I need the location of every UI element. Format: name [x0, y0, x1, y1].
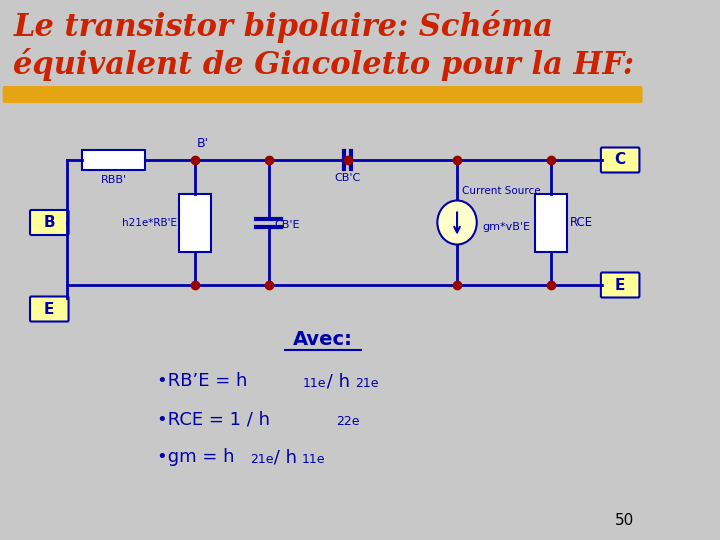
FancyBboxPatch shape: [601, 147, 639, 172]
Text: B: B: [43, 215, 55, 230]
Text: équivalent de Giacoletto pour la HF:: équivalent de Giacoletto pour la HF:: [14, 48, 634, 81]
Bar: [179, 193, 212, 252]
Text: 22e: 22e: [336, 415, 359, 428]
Bar: [535, 193, 567, 252]
Text: 50: 50: [616, 513, 634, 528]
Text: RBB': RBB': [101, 175, 127, 185]
Text: B': B': [197, 137, 210, 150]
Text: Avec:: Avec:: [293, 330, 353, 349]
Text: 11e: 11e: [303, 377, 326, 390]
Text: •RCE = 1 / h: •RCE = 1 / h: [157, 410, 270, 428]
Text: CB'C: CB'C: [335, 173, 361, 183]
FancyBboxPatch shape: [30, 210, 68, 235]
Text: C: C: [615, 152, 626, 167]
Circle shape: [437, 200, 477, 245]
Text: •gm = h: •gm = h: [157, 448, 234, 466]
Text: gm*vB'E: gm*vB'E: [482, 221, 530, 232]
FancyBboxPatch shape: [601, 273, 639, 298]
Text: 21e: 21e: [250, 453, 274, 466]
FancyBboxPatch shape: [3, 86, 642, 103]
Text: h21e*RB'E: h21e*RB'E: [122, 218, 177, 227]
Text: E: E: [615, 278, 626, 293]
Text: E: E: [44, 301, 55, 316]
Text: Current Source: Current Source: [462, 186, 540, 197]
FancyBboxPatch shape: [30, 296, 68, 321]
Text: / h: / h: [268, 448, 297, 466]
Text: •RB’E = h: •RB’E = h: [157, 372, 247, 390]
Text: CB'E: CB'E: [274, 219, 300, 230]
Text: / h: / h: [321, 372, 350, 390]
Text: 11e: 11e: [302, 453, 325, 466]
Text: RCE: RCE: [570, 216, 593, 229]
Text: Le transistor bipolaire: Schéma: Le transistor bipolaire: Schéma: [14, 10, 554, 43]
Bar: [83, 150, 145, 170]
Text: 21e: 21e: [355, 377, 379, 390]
